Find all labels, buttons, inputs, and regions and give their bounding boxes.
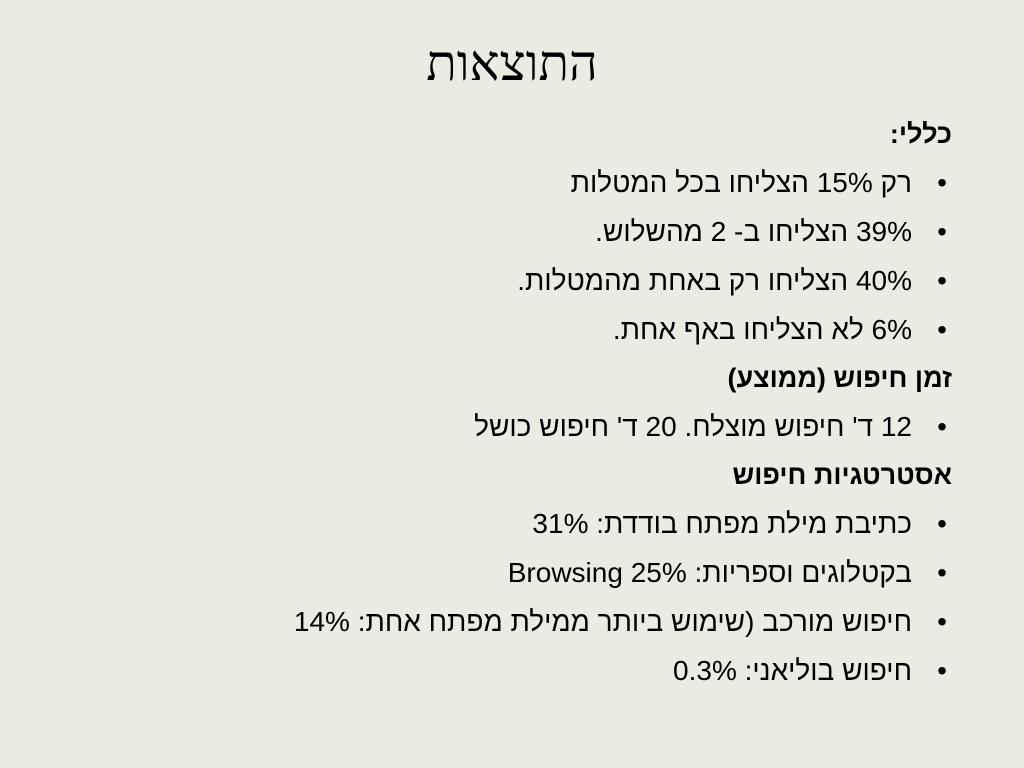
slide-content: כללי: • רק 15% הצליחו בכל המטלות • 39% ה… (92, 110, 952, 695)
bullet-icon: • (937, 557, 947, 588)
bullet-icon: • (937, 265, 947, 296)
bullet-icon: • (937, 655, 947, 686)
list-item: • Browsing בקטלוגים וספריות: 25% (92, 548, 952, 597)
list-item: • רק 15% הצליחו בכל המטלות (92, 158, 952, 207)
bullet-icon: • (937, 411, 947, 442)
section-heading-search-strategies: אסטרטגיות חיפוש (732, 460, 952, 490)
bullet-icon: • (937, 167, 947, 198)
list-item-text: 6% לא הצליחו באף אחת. (612, 314, 912, 345)
list-item-text: רק 15% הצליחו בכל המטלות (570, 167, 912, 198)
list-item: • 12 ד' חיפוש מוצלח. 20 ד' חיפוש כושל (92, 402, 952, 451)
list-item-text: חיפוש מורכב (שימוש ביותר ממילת מפתח אחת:… (293, 606, 912, 637)
list-item: • 40% הצליחו רק באחת מהמטלות. (92, 256, 952, 305)
bullet-icon: • (937, 216, 947, 247)
section-heading-general: כללי: (889, 119, 952, 149)
section-heading-search-time: זמן חיפוש (ממוצע) (727, 363, 952, 393)
list-item-text: 12 ד' חיפוש מוצלח. 20 ד' חיפוש כושל (474, 411, 912, 442)
list-item-text: כתיבת מילת מפתח בודדת: 31% (532, 508, 912, 539)
list-item-text: Browsing בקטלוגים וספריות: 25% (507, 557, 912, 588)
list-item-text: 40% הצליחו רק באחת מהמטלות. (517, 265, 912, 296)
bullet-icon: • (937, 508, 947, 539)
list-item: • 39% הצליחו ב- 2 מהשלוש. (92, 207, 952, 256)
list-item: • חיפוש מורכב (שימוש ביותר ממילת מפתח אח… (92, 597, 952, 646)
slide-title: התוצאות (426, 35, 598, 91)
list-item-text: חיפוש בוליאני: 0.3% (673, 655, 912, 686)
list-item: • חיפוש בוליאני: 0.3% (92, 646, 952, 695)
list-item: • 6% לא הצליחו באף אחת. (92, 305, 952, 354)
list-item-text: 39% הצליחו ב- 2 מהשלוש. (595, 216, 912, 247)
bullet-icon: • (937, 606, 947, 637)
list-item: • כתיבת מילת מפתח בודדת: 31% (92, 499, 952, 548)
bullet-icon: • (937, 314, 947, 345)
